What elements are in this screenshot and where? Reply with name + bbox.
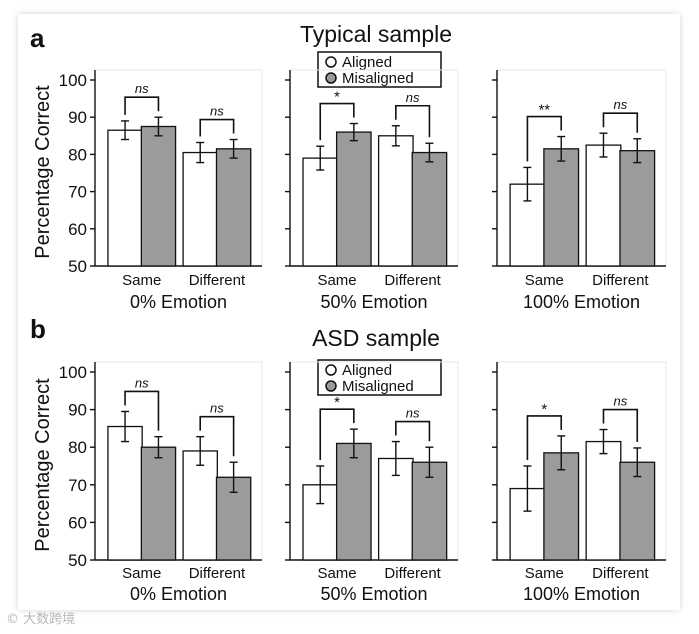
bar-aligned [107,425,143,561]
significance-label: ns [210,104,224,119]
significance-label: * [334,394,340,411]
subplot-xlabel: 50% Emotion [320,292,427,312]
y-tick-label: 70 [68,476,87,495]
bar-aligned [302,157,339,267]
subplot-xlabel: 100% Emotion [523,292,640,312]
bar-misaligned [140,125,177,267]
bar-misaligned [215,148,252,267]
significance-label: ns [135,375,149,390]
y-tick-label: 90 [68,401,87,420]
significance-label: ** [538,102,550,119]
significance-bracket [124,96,160,115]
subplot-xlabel: 100% Emotion [523,584,640,604]
bar-aligned [182,450,218,561]
bar-aligned [182,151,218,267]
y-tick-label: 50 [68,551,87,570]
watermark-text: © 大数跨境 [6,612,76,627]
y-tick-label: 60 [68,513,87,532]
panel-title: ASD sample [312,325,440,351]
y-tick-label: 60 [68,220,87,239]
bar-misaligned [335,131,372,267]
significance-label: ns [210,401,224,416]
significance-bracket [319,102,355,141]
bar-aligned [107,129,143,267]
significance-bracket [395,420,431,442]
panel-title: Typical sample [300,21,452,47]
y-axis-label: Percentage Correct [32,85,54,259]
legend-misaligned-label: Misaligned [342,70,414,87]
category-label: Same [317,272,356,289]
y-tick-label: 100 [59,363,87,382]
bar-aligned [585,440,622,561]
significance-label: ns [406,90,420,105]
subplot-xlabel: 0% Emotion [130,584,227,604]
significance-bracket [602,112,639,133]
significance-bracket [319,408,355,460]
bar-misaligned [619,461,656,561]
bar-misaligned [335,442,372,561]
category-label: Different [592,565,649,582]
legend-aligned-marker [325,364,337,376]
significance-bracket [199,118,235,137]
bar-misaligned [411,461,448,561]
bar-aligned [377,135,414,267]
category-label: Different [189,565,246,582]
category-label: Different [592,272,649,289]
category-label: Different [189,272,246,289]
category-label: Same [122,272,161,289]
y-tick-label: 80 [68,438,87,457]
significance-label: ns [614,394,628,409]
legend-box [317,359,442,396]
subplot-xlabel: 50% Emotion [320,584,427,604]
significance-bracket [526,115,563,162]
category-label: Different [384,565,441,582]
significance-bracket [395,104,431,138]
bar-misaligned [619,150,656,267]
bar-misaligned [140,446,177,561]
bar-misaligned [411,151,448,267]
category-label: Same [122,565,161,582]
legend-misaligned-marker [325,380,337,392]
legend-misaligned-label: Misaligned [342,378,414,395]
legend-aligned-marker [325,56,337,68]
category-label: Same [525,272,564,289]
category-label: Same [525,565,564,582]
significance-label: ns [135,81,149,96]
panel-letter: a [30,23,45,53]
legend [317,359,442,396]
category-label: Same [317,565,356,582]
legend-aligned-label: Aligned [342,54,392,71]
bar-misaligned [543,148,580,267]
significance-bracket [602,408,639,442]
y-tick-label: 50 [68,257,87,276]
significance-label: ns [406,406,420,421]
legend-aligned-label: Aligned [342,362,392,379]
subplot-xlabel: 0% Emotion [130,292,227,312]
y-axis-label: Percentage Correct [32,378,54,552]
y-tick-label: 70 [68,183,87,202]
significance-label: * [541,401,547,418]
significance-label: ns [614,97,628,112]
legend-misaligned-marker [325,72,337,84]
category-label: Different [384,272,441,289]
panel-letter: b [30,314,46,344]
y-tick-label: 90 [68,108,87,127]
significance-bracket [199,415,235,457]
significance-label: * [334,89,340,106]
significance-bracket [526,415,563,460]
y-tick-label: 80 [68,145,87,164]
y-tick-label: 100 [59,71,87,90]
bar-aligned [585,144,622,267]
significance-bracket [124,390,160,431]
